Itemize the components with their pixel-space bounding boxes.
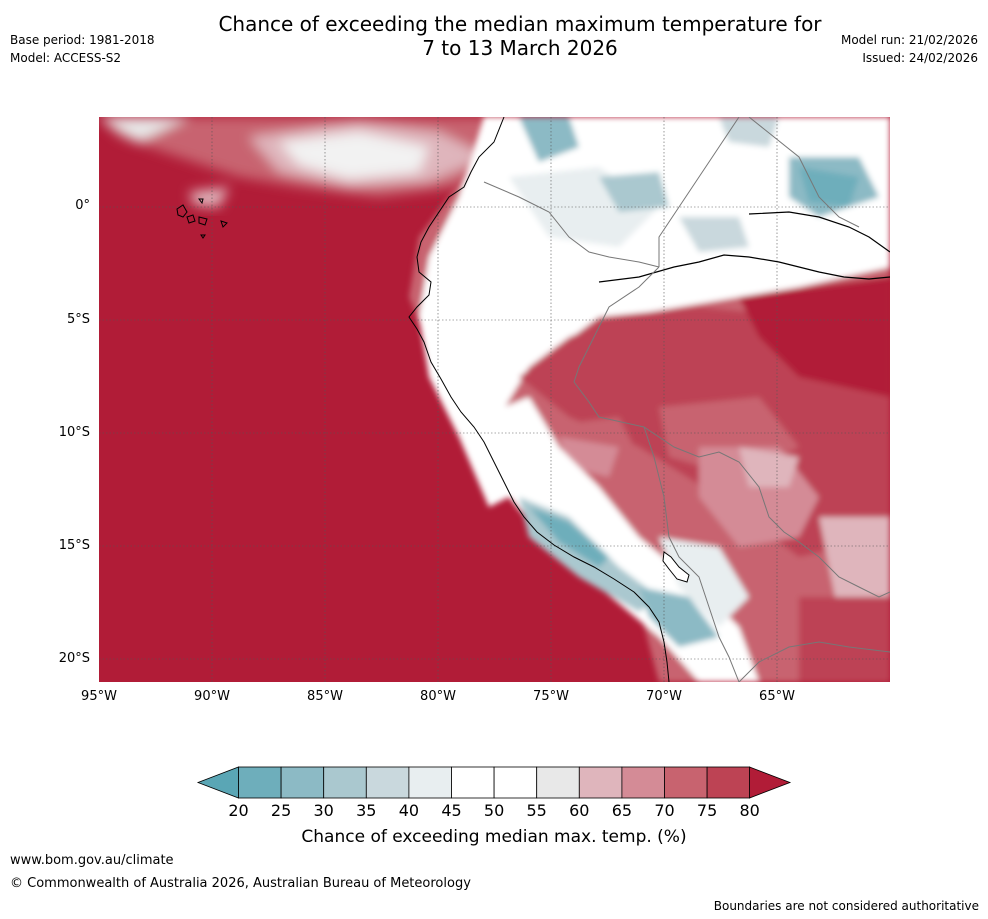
model-name: Model: ACCESS-S2 — [10, 51, 122, 65]
colorbar-tick-label: 75 — [696, 801, 718, 820]
colorbar-label: Chance of exceeding median max. temp. (%… — [301, 827, 687, 847]
colorbar-tick-label: 25 — [270, 801, 292, 820]
lon-label-65w: 65°W — [759, 689, 795, 704]
lon-label-80w: 80°W — [420, 689, 456, 704]
metadata-right: Model run: 21/02/2026 Issued: 24/02/2026 — [841, 31, 978, 67]
galapagos-islands — [176, 198, 228, 239]
colorbar-segment — [578, 766, 623, 799]
colorbar-segment — [238, 766, 282, 799]
colorbar-segment — [621, 766, 665, 799]
colorbar-tick-label: 55 — [526, 801, 547, 820]
colorbar-segment — [365, 766, 410, 799]
colorbar-tick-label: 70 — [654, 801, 675, 820]
colorbar-segment — [323, 766, 367, 799]
lat-label-20s: 20°S — [58, 651, 90, 666]
pacific-anomaly-band — [99, 117, 519, 207]
metadata-left: Base period: 1981-2018 Model: ACCESS-S2 — [10, 31, 155, 67]
colorbar-low-arrow — [196, 766, 239, 799]
copyright: © Commonwealth of Australia 2026, Austra… — [10, 876, 471, 891]
colorbar-segment — [280, 766, 325, 799]
northern-river — [748, 211, 890, 253]
colorbar-tick-label: 20 — [228, 801, 249, 820]
lat-label-5s: 5°S — [66, 312, 90, 327]
land-area — [409, 117, 890, 682]
amazon-river — [598, 254, 890, 283]
disclaimer: Boundaries are not considered authoritat… — [713, 899, 979, 913]
colorbar-tick-label: 80 — [739, 801, 760, 820]
colorbar-segment — [706, 766, 751, 799]
colorbar-segment — [408, 766, 452, 799]
website-link[interactable]: www.bom.gov.au/climate — [10, 853, 174, 868]
colorbar-segment — [664, 766, 708, 799]
colorbar-tick-label: 65 — [611, 801, 633, 820]
colorbar-tick-label: 45 — [441, 801, 462, 820]
colorbar-tick-label: 50 — [483, 801, 505, 820]
title-line-2: 7 to 13 March 2026 — [422, 36, 618, 60]
colorbar-tick-label: 40 — [398, 801, 420, 820]
lon-label-85w: 85°W — [307, 689, 343, 704]
graticule — [99, 117, 890, 682]
base-period: Base period: 1981-2018 — [10, 33, 155, 47]
lon-label-95w: 95°W — [81, 689, 117, 704]
forecast-map — [99, 117, 890, 682]
issued-date: Issued: 24/02/2026 — [862, 51, 978, 65]
model-run: Model run: 21/02/2026 — [840, 33, 978, 47]
chart-title: Chance of exceeding the median maximum t… — [0, 12, 988, 60]
title-line-1: Chance of exceeding the median maximum t… — [218, 12, 822, 36]
colorbar-segment — [451, 766, 495, 799]
lake-titicaca — [662, 551, 690, 583]
colorbar-tick-label: 35 — [356, 801, 377, 820]
lon-label-75w: 75°W — [533, 689, 569, 704]
colorbar-tick-label: 30 — [313, 801, 334, 820]
colorbar — [196, 766, 792, 799]
colorbar-segment — [536, 766, 580, 799]
lat-label-10s: 10°S — [58, 425, 90, 440]
country-borders — [483, 117, 890, 682]
colorbar-high-arrow — [749, 766, 792, 799]
lon-label-90w: 90°W — [194, 689, 230, 704]
lat-label-0: 0° — [75, 198, 90, 213]
colorbar-tick-label: 60 — [569, 801, 590, 820]
lon-label-70w: 70°W — [646, 689, 682, 704]
lat-label-15s: 15°S — [58, 538, 90, 553]
coastline — [408, 117, 670, 682]
colorbar-segment — [493, 766, 538, 799]
